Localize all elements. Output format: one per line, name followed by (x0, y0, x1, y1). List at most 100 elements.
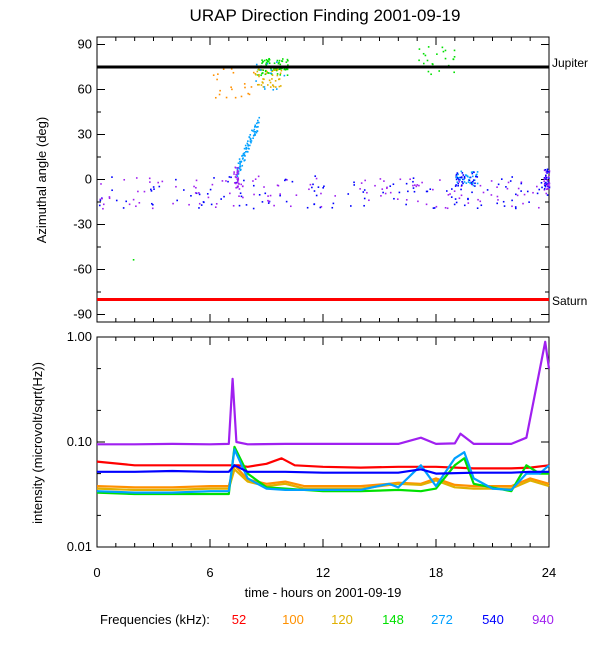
az-point (418, 184, 420, 187)
az-point (496, 202, 499, 205)
az-point (399, 178, 402, 181)
az-point (460, 184, 463, 187)
az-point (257, 175, 260, 178)
az-point (233, 173, 235, 175)
az-point (260, 74, 262, 77)
az-point (314, 175, 317, 177)
az-point (268, 62, 271, 65)
legend-item-272: 272 (431, 612, 453, 627)
az-point (446, 207, 449, 210)
az-point (547, 171, 550, 173)
az-point (99, 198, 102, 201)
az-point (449, 193, 451, 195)
az-point (409, 178, 411, 181)
az-point (523, 193, 526, 196)
az-point (225, 180, 227, 182)
az-point (295, 194, 298, 196)
az-point (240, 95, 243, 98)
az-point (255, 80, 257, 82)
az-point (543, 180, 545, 183)
az-point (546, 194, 549, 196)
az-point (547, 184, 550, 187)
az-point (239, 165, 242, 168)
az-point (475, 174, 477, 176)
az-point (520, 182, 523, 185)
az-point (482, 191, 485, 194)
az-point (274, 69, 276, 71)
az-point (547, 183, 549, 185)
az-point (311, 186, 313, 189)
az-point (286, 179, 288, 181)
az-point (271, 78, 273, 80)
az-point (236, 186, 239, 189)
az-point (230, 86, 232, 89)
az-point (544, 182, 546, 185)
intensity-ticks: 0.01 0.10 1.00 0 6 12 18 24 (67, 329, 557, 580)
az-point (313, 203, 316, 205)
az-point (427, 70, 430, 73)
az-point (195, 179, 198, 182)
az-point (276, 61, 278, 63)
az-point (237, 162, 240, 165)
az-point (383, 180, 385, 182)
az-point (476, 207, 479, 209)
az-point (457, 173, 459, 176)
az-point (252, 180, 254, 182)
az-point (236, 175, 239, 178)
az-ytick-label: -60 (73, 262, 92, 277)
az-point (412, 180, 414, 183)
az-point (453, 190, 456, 192)
az-point (239, 169, 242, 172)
az-point (496, 186, 498, 188)
az-point (235, 186, 237, 189)
az-point (276, 74, 279, 77)
az-point (108, 196, 111, 198)
az-point (476, 176, 479, 178)
az-point (257, 125, 259, 128)
az-point (172, 202, 174, 205)
az-point (239, 160, 241, 163)
az-point (543, 188, 546, 190)
az-point (465, 182, 468, 184)
az-point (366, 191, 368, 194)
az-point (546, 188, 548, 191)
legend-title: Frequencies (kHz): (100, 612, 210, 627)
az-point (418, 59, 420, 62)
az-point (424, 54, 427, 57)
az-point (261, 59, 263, 61)
az-point (463, 181, 466, 183)
az-point (149, 181, 151, 183)
az-point (472, 179, 475, 181)
az-point (462, 182, 464, 185)
az-point (386, 186, 388, 189)
az-point (545, 183, 548, 186)
az-point (455, 201, 458, 204)
az-point (444, 206, 447, 209)
az-point (548, 170, 551, 172)
az-point (135, 205, 137, 208)
az-point (148, 177, 151, 180)
az-point (277, 62, 280, 65)
az-point (265, 58, 268, 61)
az-point (548, 185, 551, 188)
az-point (237, 182, 240, 185)
az-point (368, 199, 370, 202)
az-point (334, 195, 337, 197)
az-point (258, 121, 260, 124)
az-point (152, 186, 155, 188)
az-point (151, 207, 154, 210)
az-point (278, 85, 281, 88)
az-point (470, 171, 473, 174)
az-point (195, 192, 198, 195)
intensity-panel: 0.01 0.10 1.00 0 6 12 18 24 intensity (microvol… (30, 329, 556, 600)
az-point (283, 74, 286, 77)
az-point (268, 58, 271, 61)
az-point (128, 203, 131, 206)
az-point (279, 85, 282, 87)
az-point (264, 70, 267, 73)
az-point (244, 159, 246, 161)
az-point (281, 60, 283, 62)
az-point (278, 68, 281, 70)
az-point (546, 170, 548, 173)
az-point (432, 207, 435, 209)
